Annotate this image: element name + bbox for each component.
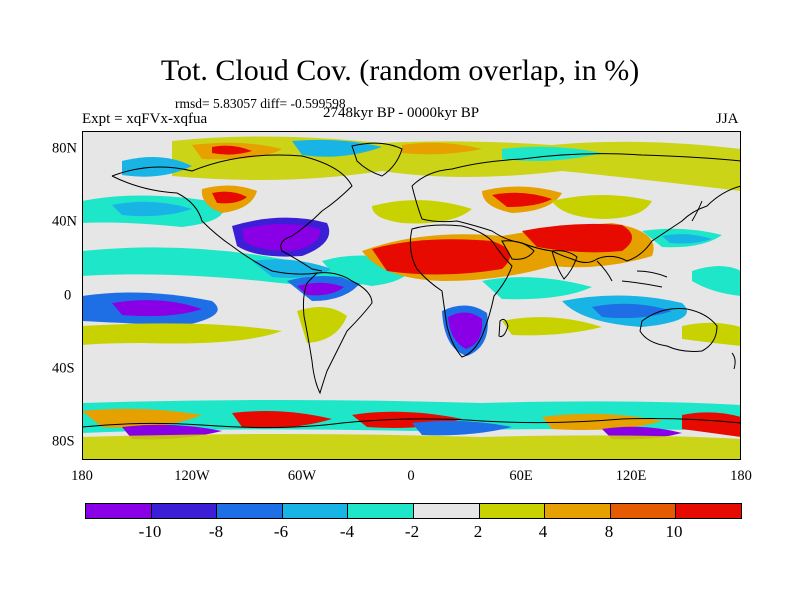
x-tick-label: 120E — [615, 468, 647, 484]
coastlines — [82, 142, 741, 429]
colorbar-label: -8 — [208, 522, 224, 541]
colorbar-segment — [676, 504, 741, 518]
season-label: JJA — [716, 111, 739, 127]
colorbar-label: 10 — [665, 522, 683, 541]
cloud-cover-map — [82, 131, 741, 460]
y-tick-label: 80S — [52, 433, 75, 450]
colorbar-label: 2 — [473, 522, 483, 541]
map-frame — [82, 131, 741, 460]
x-tick-label: 0 — [407, 468, 415, 484]
colorbar-label: 4 — [538, 522, 548, 541]
period-label: 2748kyr BP - 0000kyr BP — [323, 105, 480, 121]
anomaly-fields — [82, 136, 741, 460]
colorbar-segment — [86, 504, 152, 518]
plot-title: Tot. Cloud Cov. (random overlap, in %) — [160, 54, 640, 87]
x-tick-label: 60E — [509, 468, 533, 484]
colorbar-label: -6 — [273, 522, 289, 541]
colorbar-segment — [217, 504, 283, 518]
colorbar-segment — [151, 504, 218, 518]
colorbar — [85, 503, 742, 519]
y-tick-label: 40N — [52, 213, 77, 230]
x-tick-label: 180 — [730, 468, 752, 484]
y-tick-label: 80N — [52, 140, 77, 157]
colorbar-segment — [282, 504, 349, 518]
colorbar-label: 8 — [604, 522, 614, 541]
colorbar-segment — [610, 504, 677, 518]
colorbar-segment — [545, 504, 611, 518]
colorbar-segment — [479, 504, 546, 518]
stats-line: rmsd= 5.83057 diff= -0.599598 — [175, 96, 346, 111]
colorbar-segment — [348, 504, 414, 518]
colorbar-label: -2 — [404, 522, 420, 541]
map-panel — [82, 131, 741, 460]
y-tick-label: 0 — [64, 287, 72, 304]
y-tick-label: 40S — [52, 360, 75, 377]
colorbar-segment — [413, 504, 480, 518]
x-tick-label: 120W — [174, 468, 210, 484]
colorbar-label: -4 — [339, 522, 355, 541]
x-tick-label: 60W — [287, 468, 317, 484]
colorbar-label: -10 — [138, 522, 162, 541]
x-tick-label: 180 — [71, 468, 93, 484]
experiment-label: Expt = xqFVx-xqfua — [82, 111, 208, 127]
